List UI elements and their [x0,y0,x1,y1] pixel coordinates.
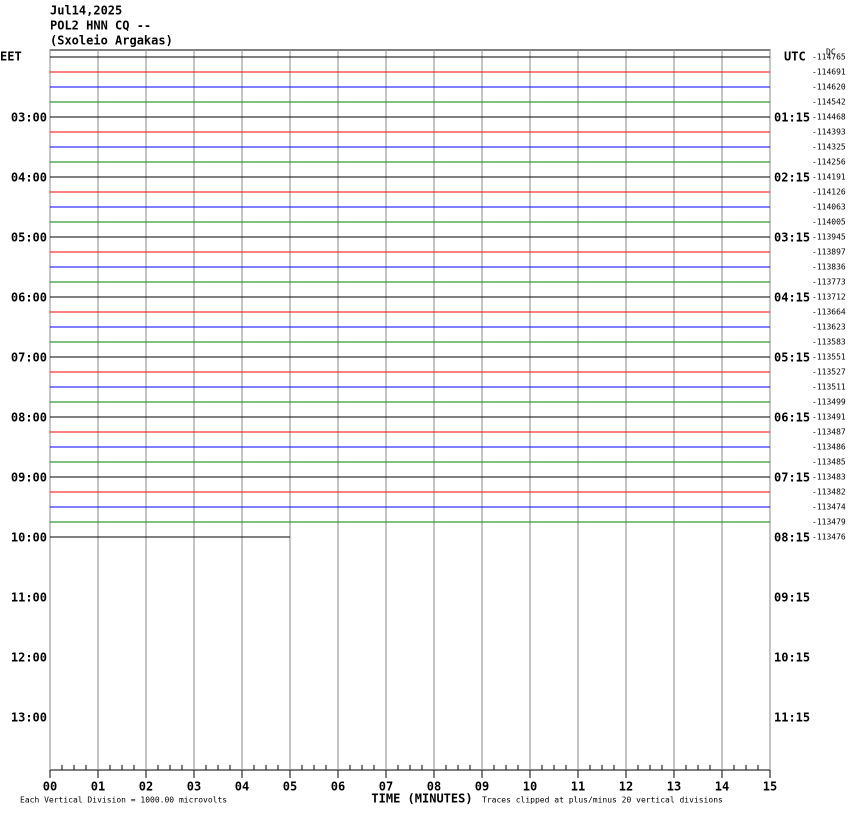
utc-label: 09:15 [774,591,810,605]
eet-label: 05:00 [11,231,47,245]
x-tick-label: 12 [619,780,633,794]
clip-note: Traces clipped at plus/minus 20 vertical… [482,796,723,805]
eet-label: 07:00 [11,351,47,365]
dc-label: DC [826,48,836,57]
utc-label: 06:15 [774,411,810,425]
scale-note: Each Vertical Division = 1000.00 microvo… [20,796,227,805]
eet-label: 08:00 [11,411,47,425]
offset-label: -113476 [812,533,846,542]
eet-label: 10:00 [11,531,47,545]
x-axis-label: TIME (MINUTES) [371,792,472,806]
x-tick-label: 02 [139,780,153,794]
offset-label: -113664 [812,308,846,317]
x-tick-label: 04 [235,780,249,794]
offset-label: -114325 [812,143,846,152]
x-tick-label: 13 [667,780,681,794]
right-zone: UTC [784,50,806,64]
utc-label: 11:15 [774,711,810,725]
eet-label: 11:00 [11,591,47,605]
x-tick-label: 00 [43,780,57,794]
offset-label: -114256 [812,158,846,167]
offset-label: -113487 [812,428,846,437]
utc-label: 08:15 [774,531,810,545]
utc-label: 03:15 [774,231,810,245]
offset-label: -113474 [812,503,846,512]
title-line: Jul14,2025 [50,4,122,18]
eet-label: 04:00 [11,171,47,185]
offset-label: -114393 [812,128,846,137]
utc-label: 07:15 [774,471,810,485]
offset-label: -113479 [812,518,846,527]
eet-label: 09:00 [11,471,47,485]
offset-label: -113491 [812,413,846,422]
title-line: POL2 HNN CQ -- [50,19,151,33]
utc-label: 05:15 [774,351,810,365]
offset-label: -113482 [812,488,846,497]
offset-label: -114468 [812,113,846,122]
offset-label: -114620 [812,83,846,92]
offset-label: -114005 [812,218,846,227]
utc-label: 01:15 [774,111,810,125]
offset-label: -114542 [812,98,846,107]
x-tick-label: 14 [715,780,729,794]
plot-frame [49,49,771,771]
offset-label: -113551 [812,353,846,362]
x-tick-label: 03 [187,780,201,794]
x-tick-label: 08 [427,780,441,794]
utc-label: 02:15 [774,171,810,185]
offset-label: -113527 [812,368,846,377]
x-tick-label: 11 [571,780,585,794]
x-tick-label: 07 [379,780,393,794]
offset-label: -113773 [812,278,846,287]
offset-label: -113897 [812,248,846,257]
x-tick-label: 10 [523,780,537,794]
offset-label: -114691 [812,68,846,77]
offset-label: -113483 [812,473,846,482]
offset-label: -113945 [812,233,846,242]
utc-label: 10:15 [774,651,810,665]
offset-label: -113836 [812,263,846,272]
utc-label: 04:15 [774,291,810,305]
offset-label: -114765 [812,53,846,62]
offset-label: -113511 [812,383,846,392]
offset-label: -113486 [812,443,846,452]
offset-label: -113583 [812,338,846,347]
x-tick-label: 05 [283,780,297,794]
title-line: (Sxoleio Argakas) [50,34,173,48]
offset-label: -114126 [812,188,846,197]
eet-label: 12:00 [11,651,47,665]
x-tick-label: 01 [91,780,105,794]
x-tick-label: 06 [331,780,345,794]
x-tick-label: 15 [763,780,777,794]
left-zone: EET [0,50,22,64]
eet-label: 03:00 [11,111,47,125]
offset-label: -113712 [812,293,846,302]
eet-label: 06:00 [11,291,47,305]
offset-label: -113499 [812,398,846,407]
offset-label: -114191 [812,173,846,182]
offset-label: -113485 [812,458,846,467]
offset-label: -113623 [812,323,846,332]
offset-label: -114063 [812,203,846,212]
x-tick-label: 09 [475,780,489,794]
eet-label: 13:00 [11,711,47,725]
